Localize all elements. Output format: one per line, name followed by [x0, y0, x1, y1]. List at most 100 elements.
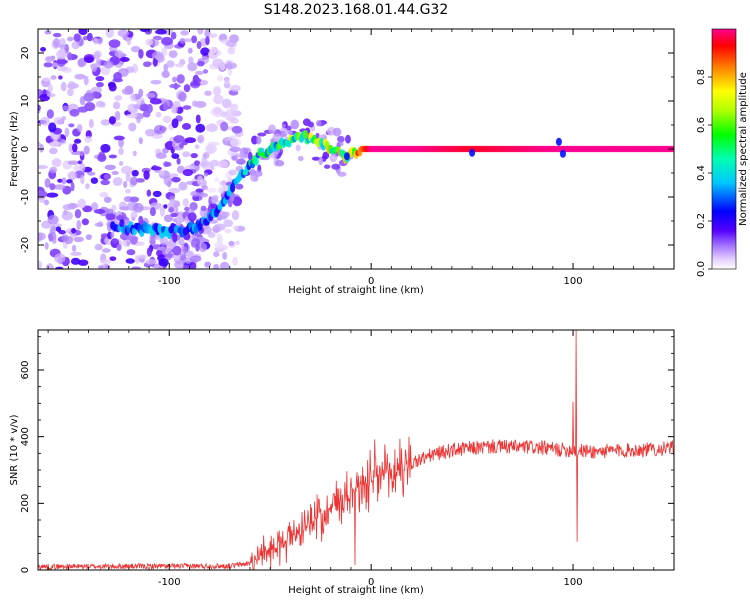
spectrogram-blob	[176, 74, 185, 84]
spectrogram-blob	[103, 196, 112, 203]
spectrogram-blob	[150, 166, 162, 171]
spectrogram-blob	[145, 38, 154, 46]
spectrogram-blob	[229, 118, 239, 124]
spectrogram-blob	[66, 36, 74, 42]
snr-x-tick-label: 100	[564, 577, 583, 588]
colorbar-label: Normalized spectral amplitude	[738, 72, 749, 226]
spectrogram-blob	[168, 206, 175, 213]
spectrogram-blob	[120, 165, 133, 175]
spectrogram-blob	[58, 48, 67, 58]
spectrogram-blob	[171, 153, 180, 159]
spectrogram-blob	[45, 263, 54, 269]
spectrogram-blob	[114, 110, 121, 121]
spectrogram-blob	[212, 58, 224, 68]
spectrogram-blob	[123, 180, 128, 188]
spectrogram-blob	[205, 143, 217, 154]
spectrogram-blob	[210, 196, 219, 204]
spectrogram-blob	[207, 141, 220, 146]
colorbar-ticks: 0.0 0.2 0.4 0.6 0.8	[696, 69, 712, 277]
spectrogram-blob	[78, 259, 89, 266]
spectrogram-blob	[202, 69, 209, 74]
spectrogram-blob	[209, 159, 220, 167]
spectrogram-blob	[179, 142, 184, 149]
spectrogram-blob	[194, 144, 200, 150]
spectrogram-blob	[183, 84, 191, 93]
spectrogram-blob	[116, 243, 122, 252]
spectrogram-blob	[302, 129, 308, 139]
spectrogram-blob	[191, 35, 197, 44]
spectrogram-blob	[195, 70, 204, 75]
spectrogram-blob	[39, 143, 44, 153]
spectrogram-blob	[243, 147, 252, 155]
spectrogram-blob	[76, 124, 83, 133]
snr-y-tick-label: 400	[20, 427, 31, 446]
spectrogram-blob	[343, 152, 350, 161]
spectrogram-blob	[90, 177, 99, 184]
spectrogram-blob	[213, 263, 220, 269]
spectrogram-blob	[125, 113, 137, 119]
spectrogram-blob	[469, 148, 476, 157]
spectrogram-blob	[67, 87, 74, 97]
spectrogram-blob	[73, 33, 81, 42]
spectrogram-blob	[64, 127, 70, 138]
spectrogram-y-tick-label: 0	[20, 146, 31, 152]
spectrogram-blob	[272, 133, 282, 141]
spectrogram-blob	[228, 169, 238, 176]
spectrogram-blob	[337, 135, 345, 143]
spectrogram-blob	[55, 266, 64, 269]
spectrogram-blob	[171, 118, 179, 129]
spectrogram-blob	[235, 240, 240, 245]
spectrogram-blob	[61, 211, 73, 221]
spectrogram-blob	[97, 38, 103, 45]
spectrogram-blob	[231, 210, 240, 221]
spectrogram-blob	[48, 233, 53, 242]
spectrogram-x-tick-label: 100	[564, 276, 583, 287]
spectrogram-blob	[196, 60, 205, 67]
spectrogram-blob	[236, 158, 246, 165]
spectrogram-blob	[213, 223, 226, 231]
spectrogram-blob	[182, 151, 191, 158]
spectrogram-blob	[118, 147, 124, 156]
snr-y-axis-label: SNR (10 * v/v)	[9, 414, 20, 485]
spectrogram-blob	[84, 136, 93, 143]
spectrogram-blob	[209, 46, 218, 54]
spectrogram-blob	[205, 123, 218, 133]
spectrogram-blob	[139, 29, 149, 33]
spectrogram-blob	[230, 182, 236, 193]
spectrogram-blob	[184, 38, 192, 43]
spectrogram-blob	[161, 70, 170, 79]
spectrogram-blob	[128, 122, 137, 132]
spectrogram-blob	[227, 47, 236, 55]
spectrogram-blob	[60, 81, 67, 92]
spectrogram-blob	[220, 261, 230, 269]
spectrogram-x-tick-label: -100	[158, 276, 181, 287]
spectrogram-blob	[190, 240, 197, 248]
spectrogram-blob	[315, 119, 322, 127]
spectrogram-blob	[329, 153, 338, 163]
spectrogram-blob	[220, 121, 229, 132]
spectrogram-blob	[73, 138, 82, 144]
spectrogram-x-axis-label: Height of straight line (km)	[288, 285, 424, 296]
spectrogram-blob	[68, 143, 74, 152]
spectrogram-blob	[51, 225, 57, 230]
spectrogram-blob	[86, 32, 93, 42]
spectrogram-blob	[182, 105, 192, 110]
spectrogram-blob	[85, 183, 90, 190]
spectrogram-blob	[155, 152, 167, 159]
spectrogram-blob	[73, 236, 84, 243]
spectrogram-blob	[66, 179, 73, 184]
spectrogram-blob	[74, 73, 86, 80]
spectrogram-blob	[114, 95, 123, 101]
spectrogram-blob	[40, 116, 50, 126]
spectrogram-blob	[181, 123, 192, 130]
spectrogram-blob	[216, 233, 223, 242]
spectrogram-blob	[182, 198, 189, 208]
spectrogram-blob	[235, 153, 246, 158]
spectrogram-blob	[126, 240, 131, 247]
spectrogram-blob	[111, 238, 119, 244]
spectrogram-blob	[178, 238, 185, 246]
snr-y-tick-label: 200	[20, 494, 31, 513]
spectrogram-blob	[213, 251, 220, 258]
